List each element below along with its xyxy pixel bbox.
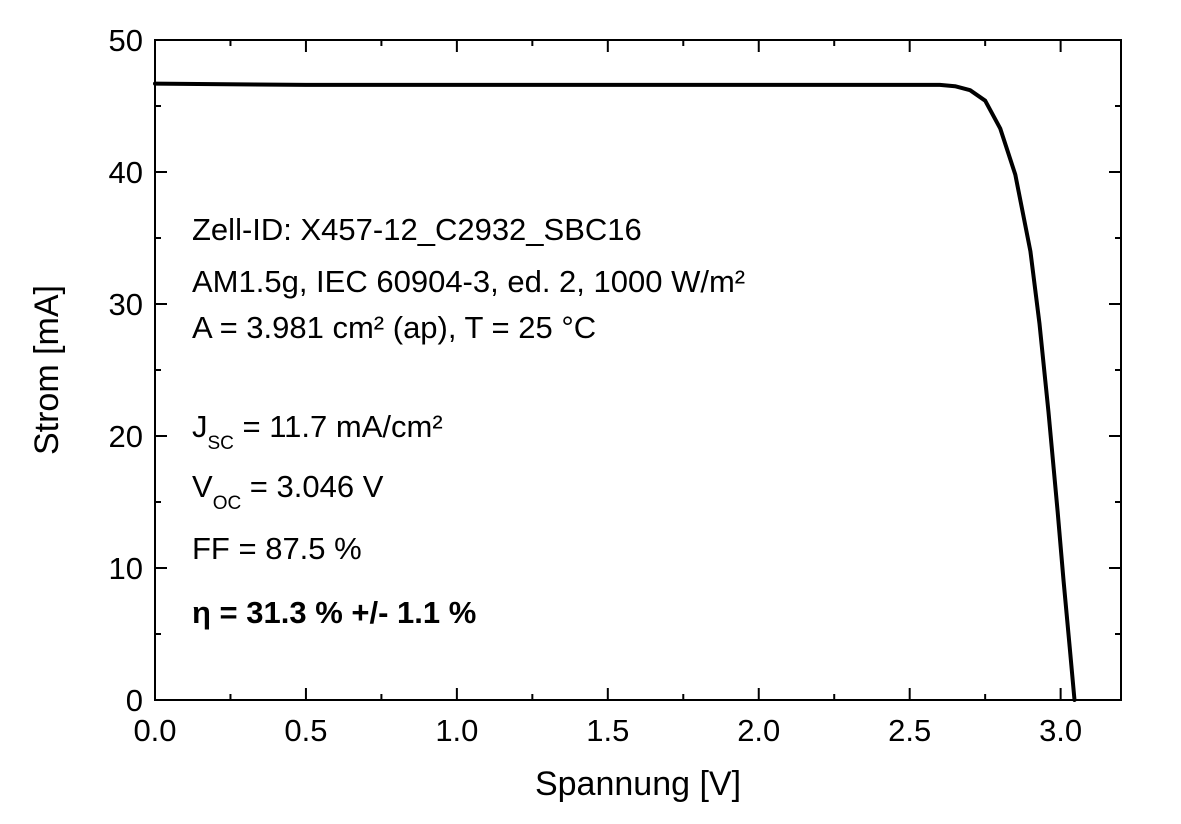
y-tick-label: 50 bbox=[109, 23, 143, 58]
x-tick-label: 2.0 bbox=[737, 713, 780, 748]
x-tick-label: 0.0 bbox=[133, 713, 176, 748]
x-tick-label: 0.5 bbox=[284, 713, 327, 748]
annotation-block: Zell-ID: X457-12_C2932_SBC16 AM1.5g, IEC… bbox=[192, 212, 745, 630]
x-tick-label: 3.0 bbox=[1039, 713, 1082, 748]
y-tick-label: 0 bbox=[126, 683, 143, 718]
x-axis-ticks: 0.0 0.5 1.0 1.5 2.0 2.5 3.0 bbox=[133, 40, 1082, 748]
annotation-area-temp: A = 3.981 cm² (ap), T = 25 °C bbox=[192, 310, 596, 345]
jsc-symbol: J bbox=[192, 409, 208, 444]
jsc-value: = 11.7 mA/cm² bbox=[234, 409, 443, 444]
voc-subscript: OC bbox=[213, 493, 242, 514]
y-axis-ticks: 0 10 20 30 40 50 bbox=[109, 23, 1121, 718]
y-tick-label: 20 bbox=[109, 419, 143, 454]
annotation-ff: FF = 87.5 % bbox=[192, 531, 362, 566]
x-tick-label: 2.5 bbox=[888, 713, 931, 748]
voc-symbol: V bbox=[192, 469, 213, 504]
x-tick-label: 1.0 bbox=[435, 713, 478, 748]
jsc-subscript: SC bbox=[208, 433, 234, 454]
y-axis-label: Strom [mA] bbox=[28, 285, 66, 455]
annotation-cell-id: Zell-ID: X457-12_C2932_SBC16 bbox=[192, 212, 642, 247]
iv-curve-line bbox=[153, 81, 1077, 702]
annotation-jsc: JSC = 11.7 mA/cm² bbox=[192, 409, 443, 454]
annotation-conditions: AM1.5g, IEC 60904-3, ed. 2, 1000 W/m² bbox=[192, 264, 745, 299]
annotation-efficiency: η = 31.3 % +/- 1.1 % bbox=[192, 595, 476, 630]
y-tick-label: 40 bbox=[109, 155, 143, 190]
y-tick-label: 10 bbox=[109, 551, 143, 586]
x-axis-label: Spannung [V] bbox=[535, 765, 741, 803]
annotation-voc: VOC = 3.046 V bbox=[192, 469, 384, 514]
x-tick-label: 1.5 bbox=[586, 713, 629, 748]
voc-value: = 3.046 V bbox=[241, 469, 384, 504]
y-tick-label: 30 bbox=[109, 287, 143, 322]
